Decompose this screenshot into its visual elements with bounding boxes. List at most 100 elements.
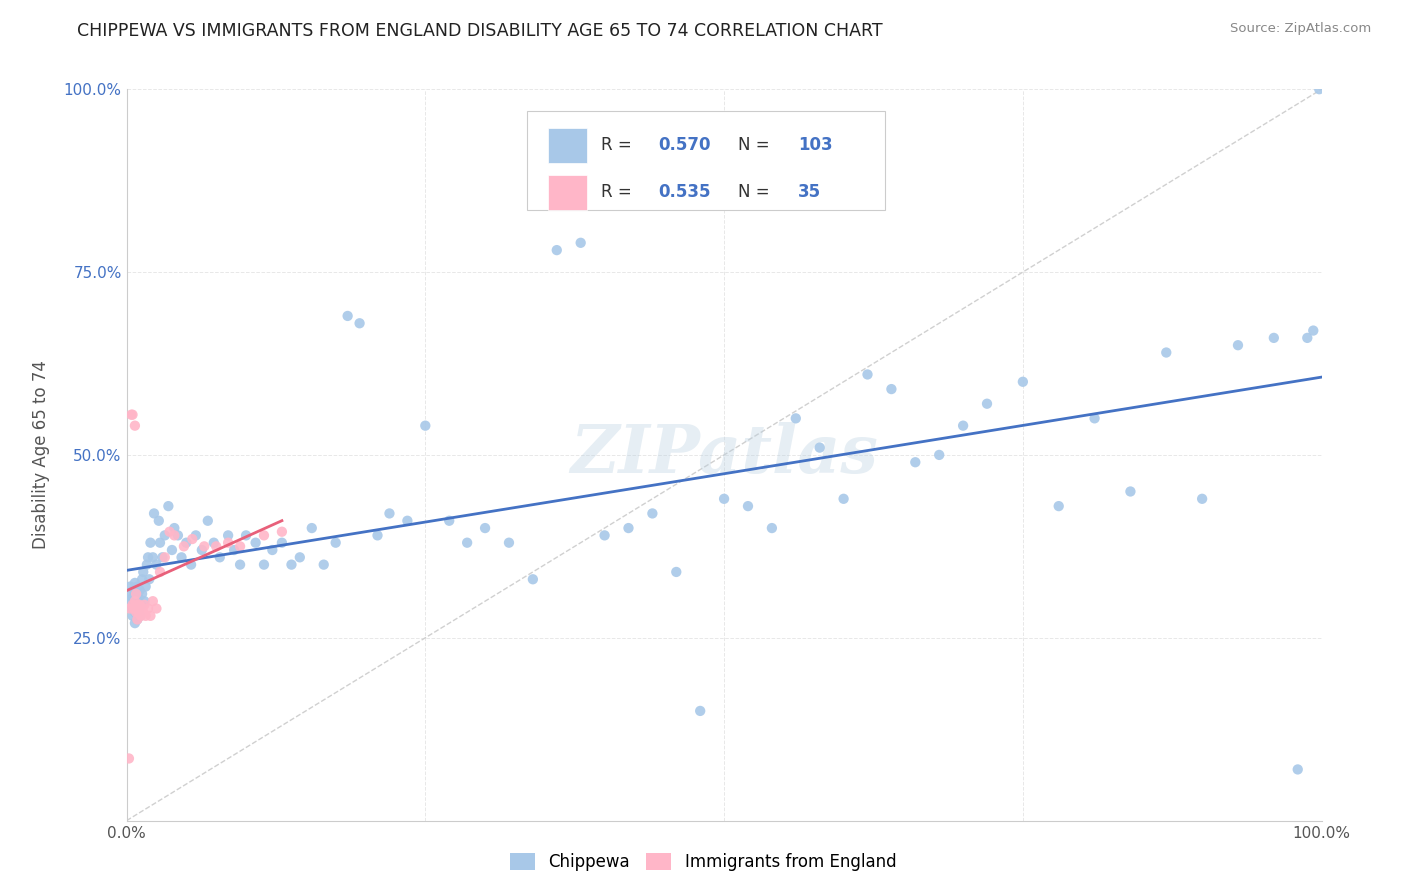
Point — [1154, 345, 1177, 359]
Point — [173, 539, 195, 553]
Point — [125, 587, 148, 601]
Point — [217, 535, 239, 549]
Point — [129, 598, 152, 612]
Point — [135, 580, 157, 594]
Point — [131, 587, 153, 601]
Point — [127, 612, 149, 626]
Point — [124, 576, 146, 591]
Point — [118, 594, 141, 608]
Point — [132, 565, 155, 579]
Point — [1119, 484, 1142, 499]
Point — [134, 598, 156, 612]
Point — [135, 608, 157, 623]
Point — [120, 580, 142, 594]
Point — [124, 605, 146, 619]
Point — [1011, 375, 1033, 389]
Point — [191, 543, 214, 558]
Text: 0.570: 0.570 — [658, 136, 711, 153]
Point — [163, 521, 186, 535]
Text: R =: R = — [600, 136, 637, 153]
Point — [143, 507, 166, 521]
Point — [127, 580, 149, 594]
Point — [121, 591, 143, 605]
Text: Source: ZipAtlas.com: Source: ZipAtlas.com — [1230, 22, 1371, 36]
Point — [253, 528, 276, 542]
Point — [253, 558, 276, 572]
Point — [336, 309, 359, 323]
Point — [174, 535, 197, 549]
Point — [145, 601, 167, 615]
Point — [396, 514, 419, 528]
Point — [120, 601, 142, 615]
Point — [120, 601, 142, 615]
Point — [142, 550, 165, 565]
Point — [262, 543, 284, 558]
Point — [713, 491, 735, 506]
Point — [202, 535, 225, 549]
Point — [288, 550, 311, 565]
Point — [135, 558, 157, 572]
Point — [132, 605, 155, 619]
Point — [1083, 411, 1105, 425]
Point — [474, 521, 496, 535]
Point — [170, 550, 193, 565]
Point — [129, 608, 152, 623]
FancyBboxPatch shape — [527, 112, 886, 210]
Point — [127, 591, 149, 605]
Point — [180, 558, 202, 572]
Point — [163, 528, 186, 542]
Point — [121, 608, 143, 623]
Point — [349, 316, 371, 330]
Text: N =: N = — [738, 183, 775, 202]
FancyBboxPatch shape — [548, 128, 586, 163]
Point — [217, 528, 239, 542]
Point — [127, 605, 149, 619]
Point — [128, 598, 150, 612]
Point — [125, 587, 148, 601]
Point — [125, 594, 148, 608]
Point — [149, 565, 172, 579]
Point — [122, 583, 145, 598]
Point — [127, 598, 149, 612]
Point — [184, 528, 207, 542]
Point — [617, 521, 640, 535]
Point — [689, 704, 711, 718]
Point — [125, 605, 148, 619]
Point — [128, 583, 150, 598]
Point — [181, 532, 204, 546]
Point — [498, 535, 520, 549]
Point — [785, 411, 807, 425]
Point — [139, 535, 162, 549]
Point — [312, 558, 335, 572]
Point — [153, 550, 176, 565]
Point — [193, 539, 215, 553]
Point — [222, 543, 246, 558]
Point — [136, 601, 159, 615]
Point — [153, 528, 176, 542]
Point — [301, 521, 323, 535]
Point — [808, 441, 831, 455]
Point — [928, 448, 950, 462]
Text: N =: N = — [738, 136, 775, 153]
Point — [136, 550, 159, 565]
Point — [904, 455, 927, 469]
Text: 103: 103 — [799, 136, 832, 153]
Point — [139, 608, 162, 623]
Legend: Chippewa, Immigrants from England: Chippewa, Immigrants from England — [502, 845, 904, 880]
Point — [235, 528, 257, 542]
Point — [856, 368, 879, 382]
Point — [1263, 331, 1285, 345]
Point — [148, 514, 170, 528]
Point — [665, 565, 688, 579]
Point — [197, 514, 219, 528]
Text: 35: 35 — [799, 183, 821, 202]
Point — [1302, 324, 1324, 338]
Point — [270, 535, 294, 549]
Point — [976, 397, 998, 411]
Point — [159, 524, 181, 539]
Point — [120, 587, 142, 601]
Point — [280, 558, 302, 572]
Point — [325, 535, 347, 549]
Point — [124, 418, 146, 433]
Point — [124, 616, 146, 631]
